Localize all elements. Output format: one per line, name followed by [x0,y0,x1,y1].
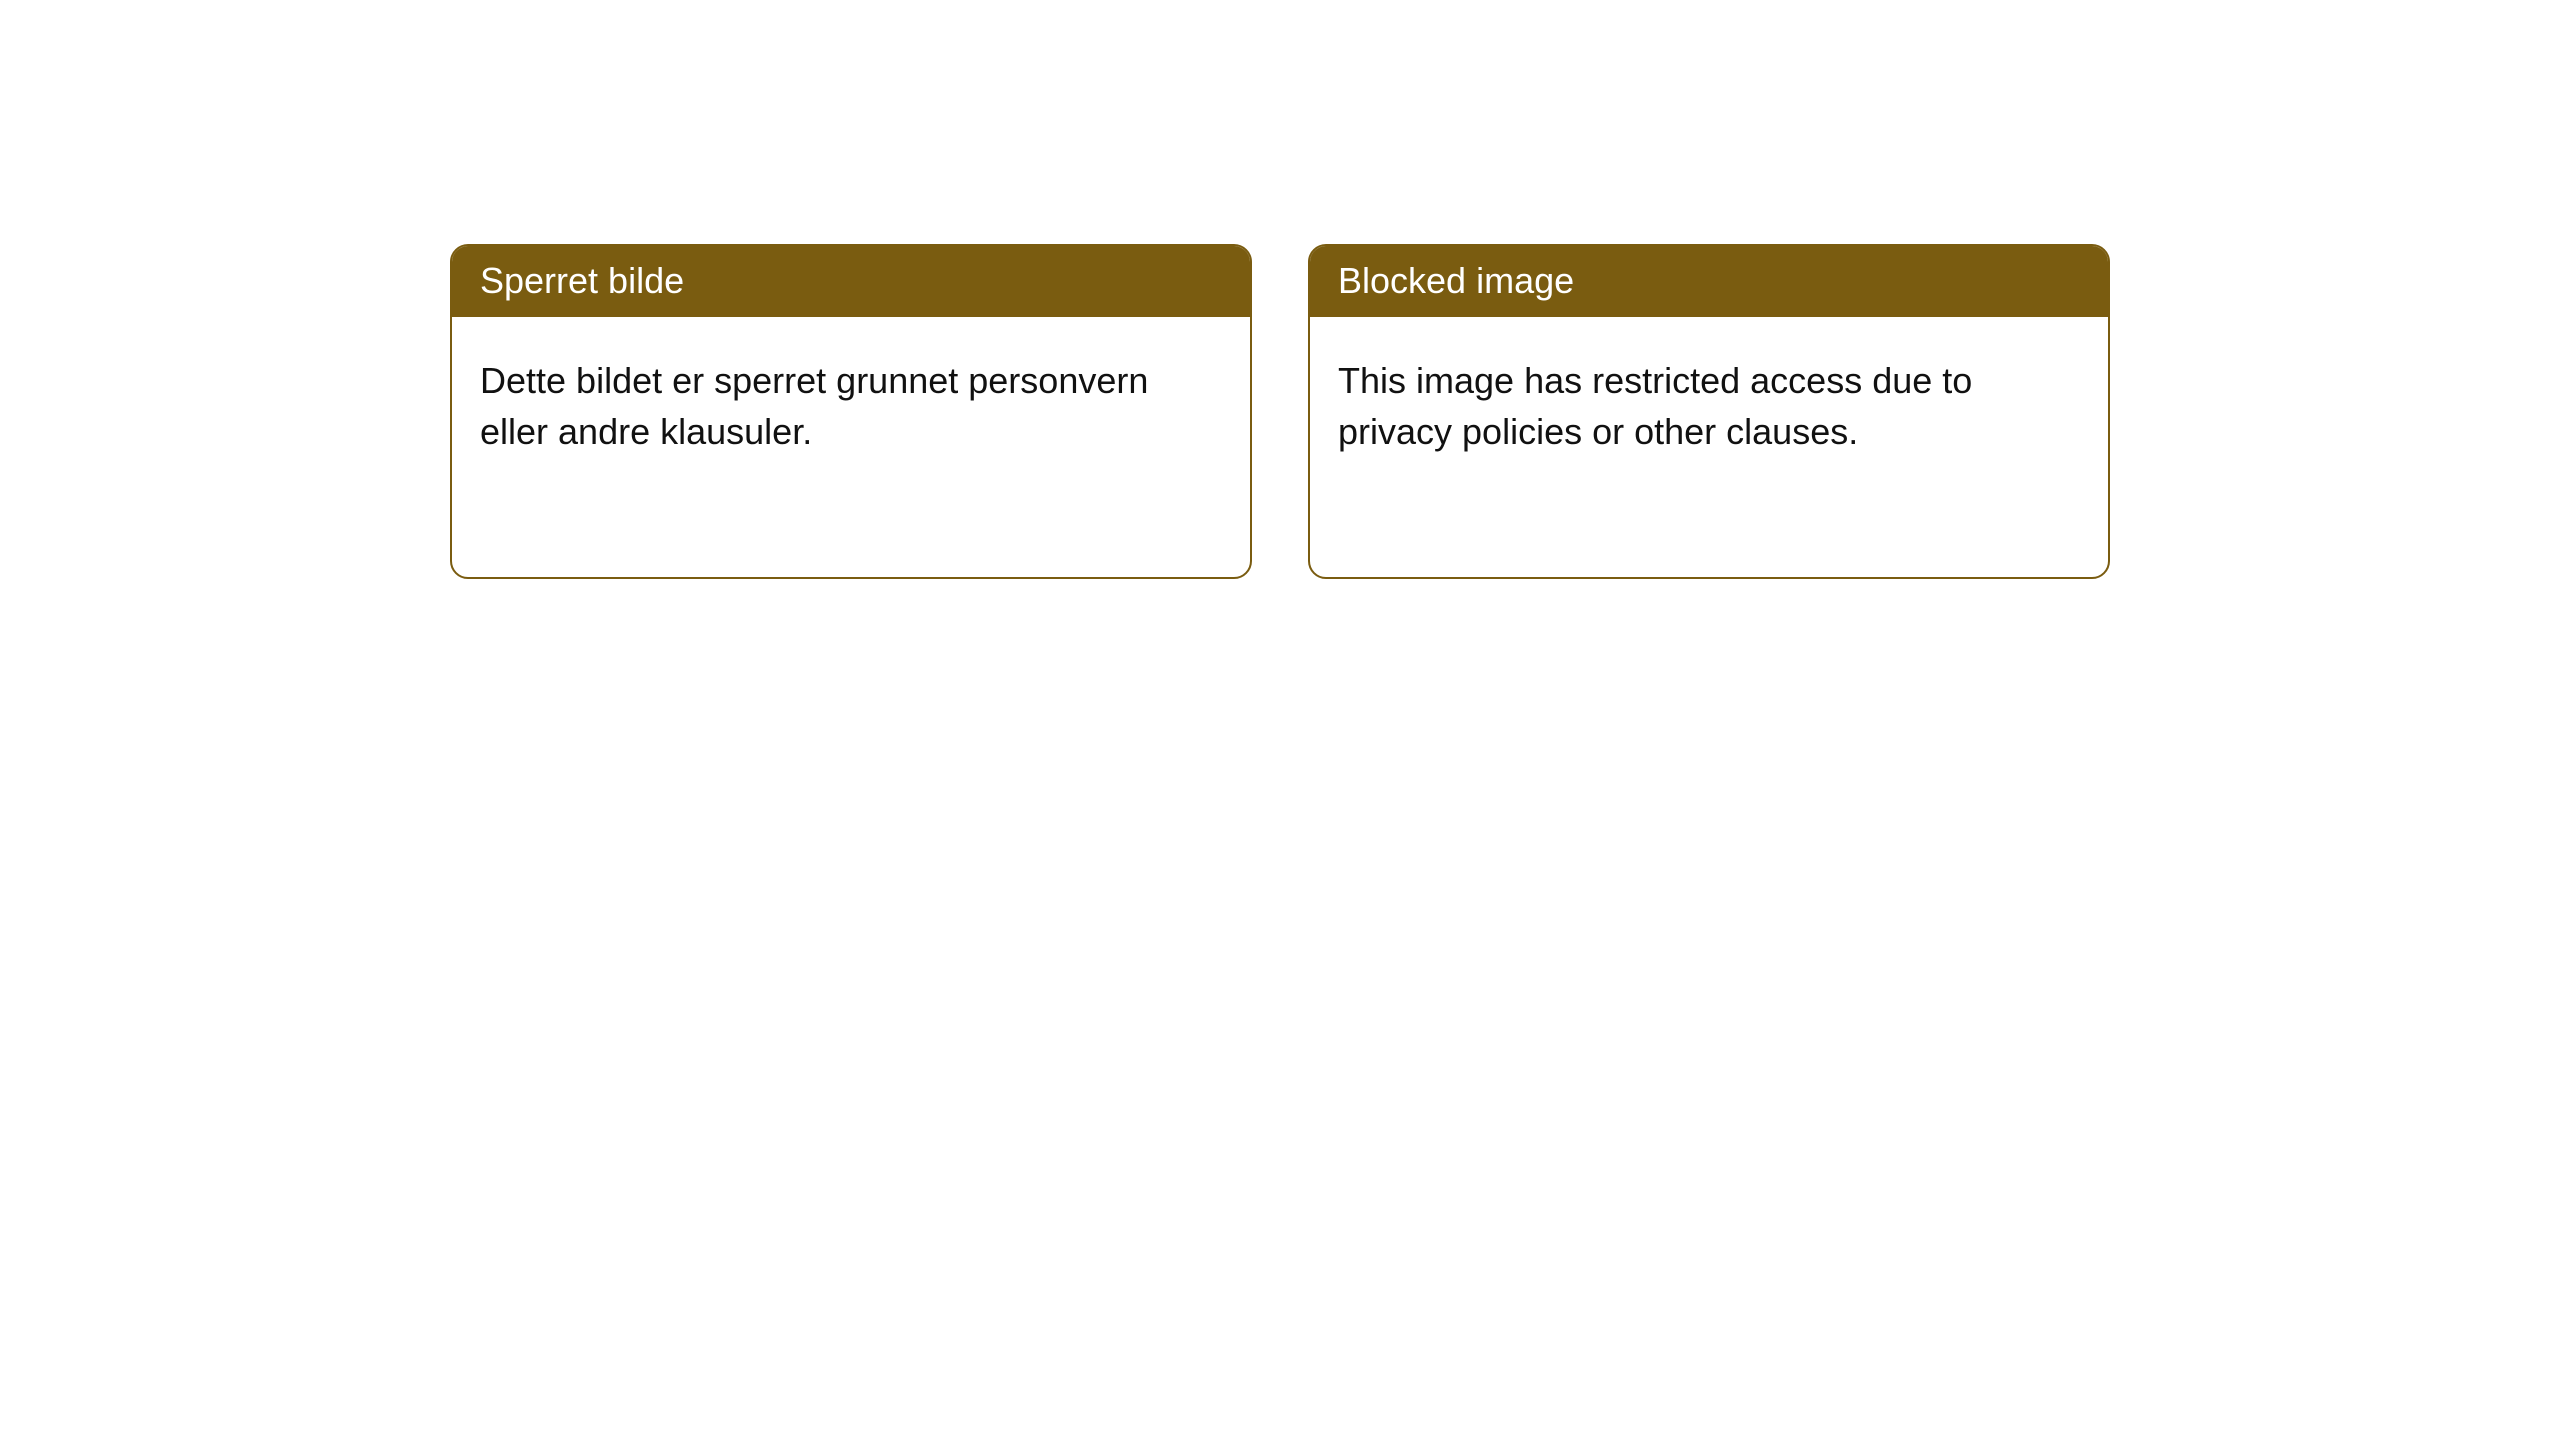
notice-body-norwegian: Dette bildet er sperret grunnet personve… [452,317,1250,495]
notice-body-english: This image has restricted access due to … [1310,317,2108,495]
notice-header-english: Blocked image [1310,246,2108,317]
notice-box-english: Blocked image This image has restricted … [1308,244,2110,579]
notice-header-norwegian: Sperret bilde [452,246,1250,317]
notice-box-norwegian: Sperret bilde Dette bildet er sperret gr… [450,244,1252,579]
notice-container: Sperret bilde Dette bildet er sperret gr… [0,0,2560,579]
